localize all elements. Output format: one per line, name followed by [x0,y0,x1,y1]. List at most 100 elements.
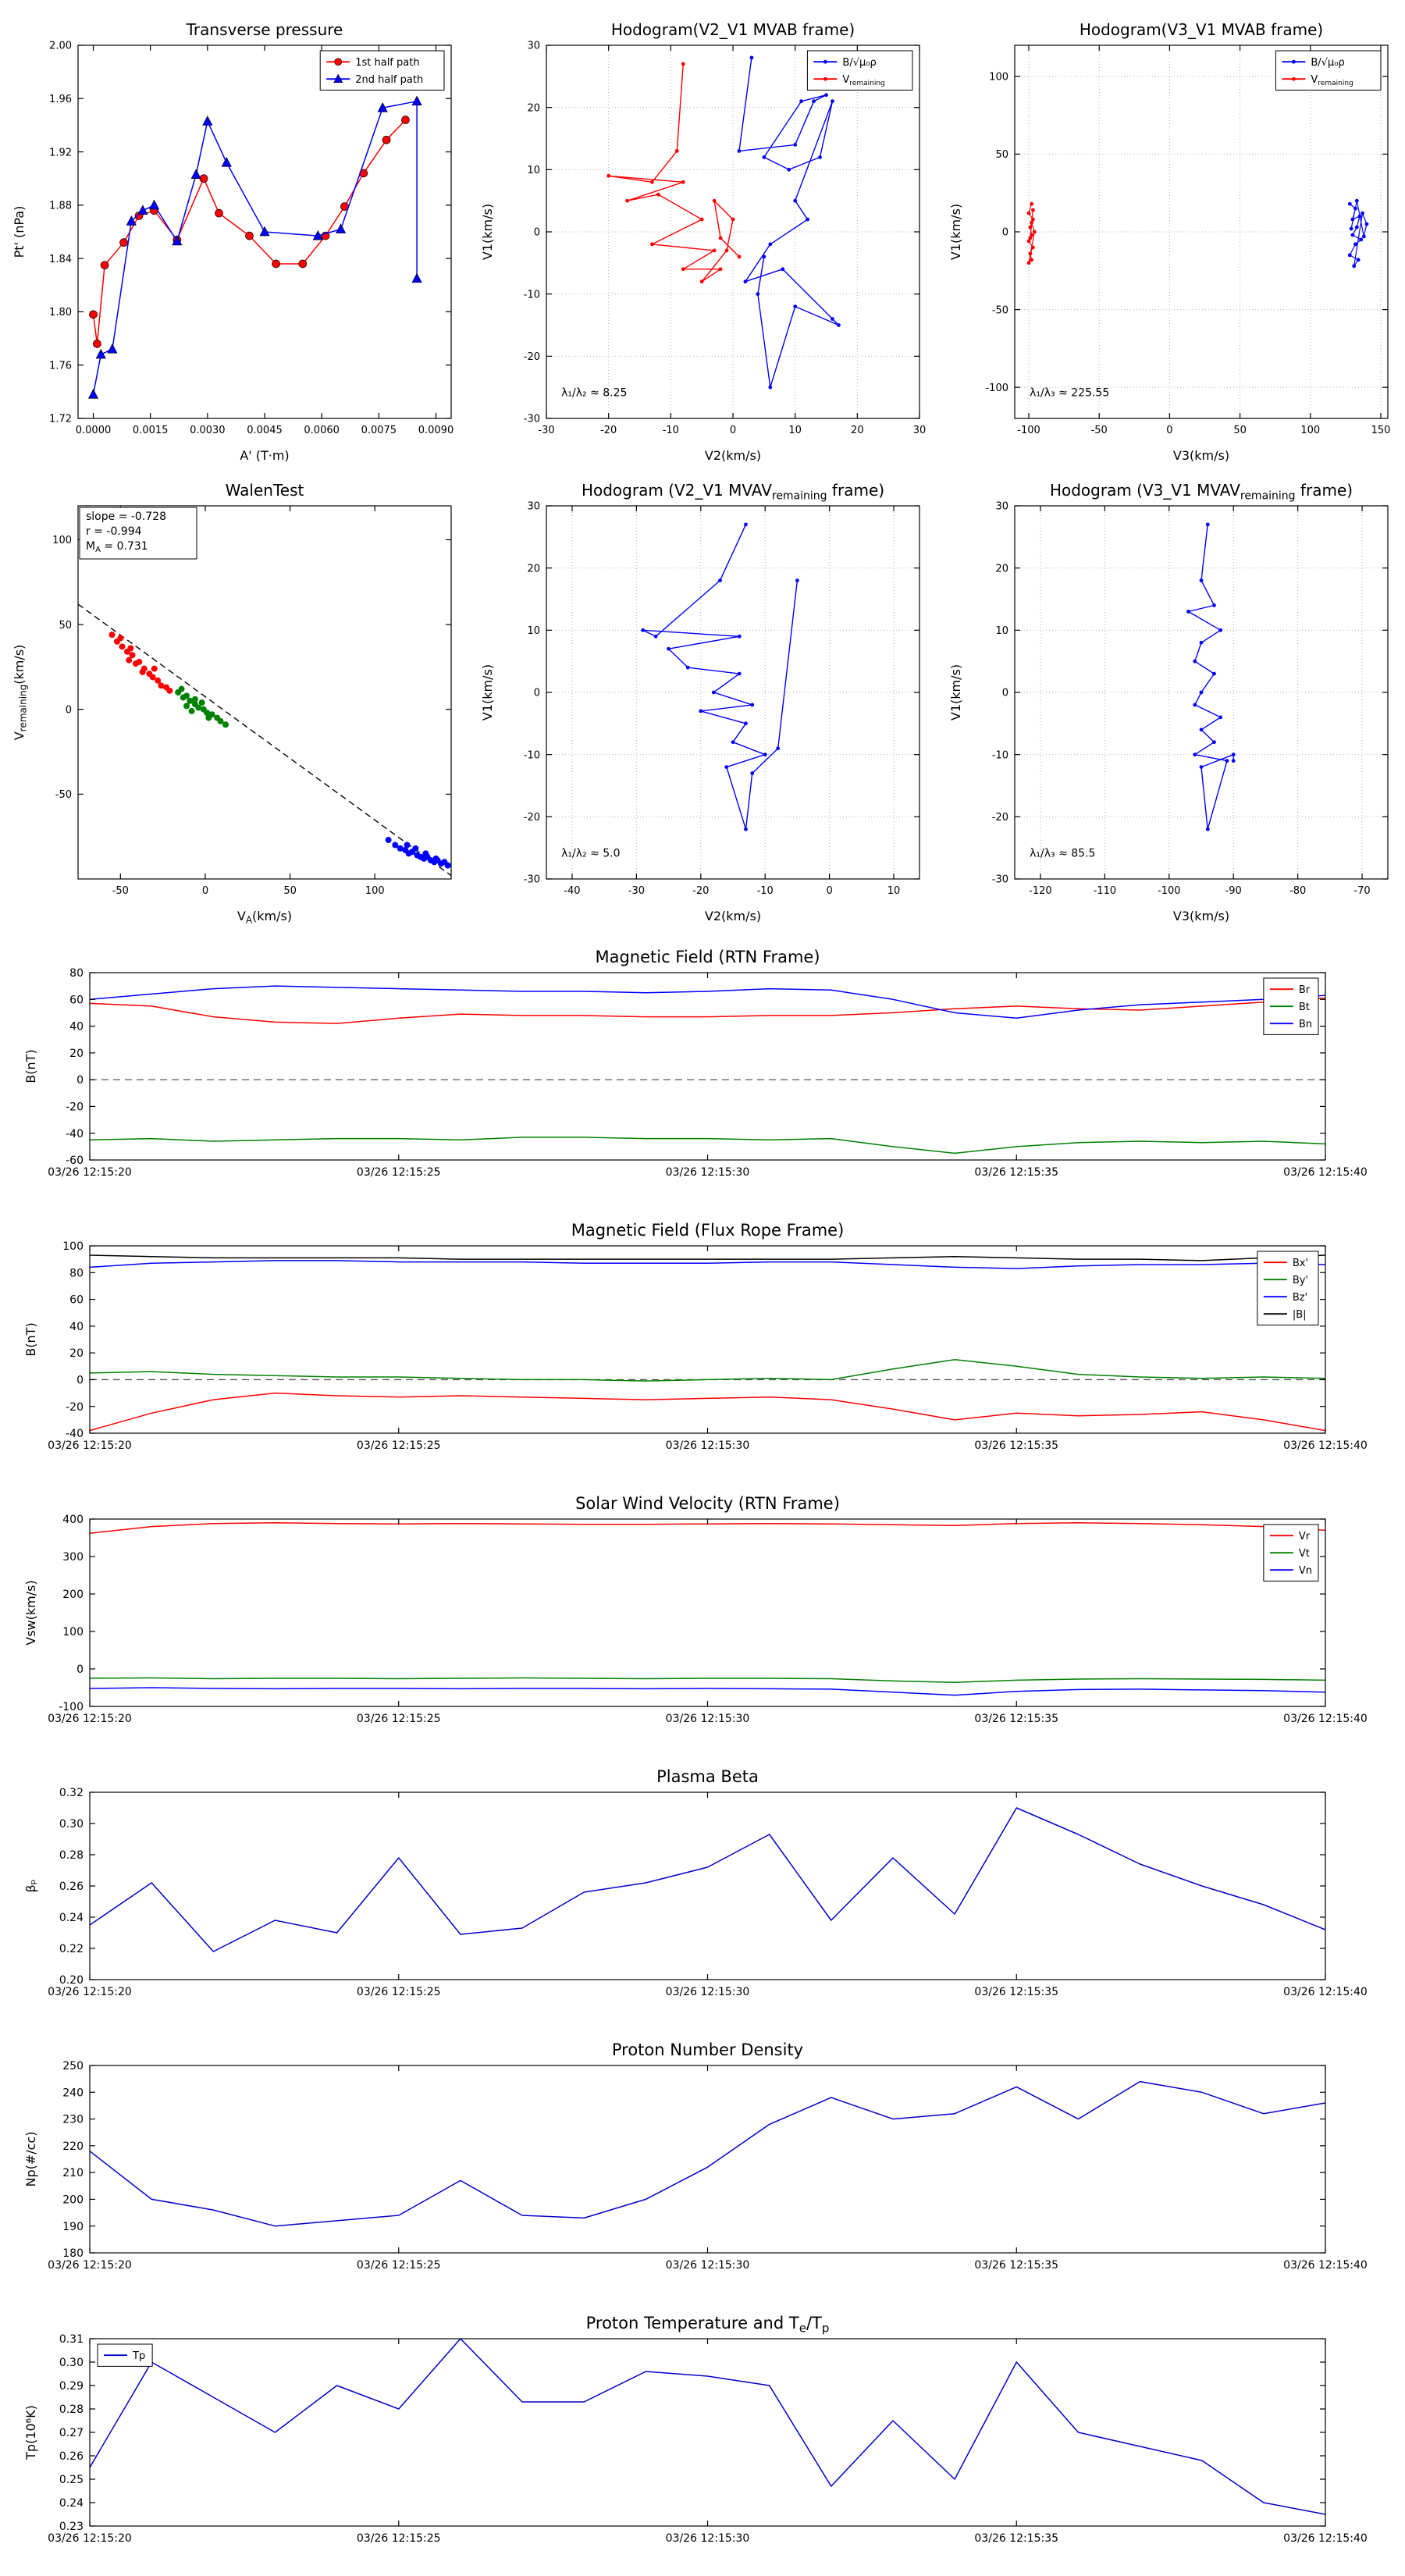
legend-label: Vt [1299,1548,1310,1560]
marker-dot [119,643,126,650]
y-tick-label: 200 [62,1589,84,1601]
series-first-half [108,632,173,694]
series-beta [90,1807,1325,1952]
series-line [90,1260,1325,1269]
y-tick-label: 100 [52,535,72,546]
marker-dot [1028,225,1033,229]
marker-dot [151,665,158,672]
chart-solar-wind-velocity: 03/26 12:15:20 03/26 12:15:25 03/26 12:15:… [23,1494,1368,1725]
marker-triangle [333,73,343,84]
series-Vt [90,1677,1325,1684]
legend-label: Vn [1299,1565,1312,1577]
legend-label: Vremaining [842,74,884,87]
series-layer [1026,198,1369,269]
y-tick-label: 20 [995,563,1008,575]
plot-background [90,2065,1325,2253]
marker-dot [1361,234,1366,239]
panel-transverse-pressure: 0.0000 0.0015 0.0030 0.0045 0.0060 0.0075 0.00… [0,14,468,475]
marker-dot [1364,222,1369,226]
y-tick-label: 0 [76,1074,84,1087]
x-tick-label: -110 [1094,885,1117,897]
series-layer [641,522,799,831]
x-tick-label: 03/26 12:15:20 [48,2532,132,2545]
y-tick-label: 0.31 [59,2333,84,2346]
series-layer [90,2080,1325,2227]
x-axis-label: V3(km/s) [1173,909,1229,923]
y-tick-label: -40 [66,1428,84,1440]
series-line [90,1687,1325,1696]
marker-dot [650,180,654,184]
marker-dot [1354,198,1359,203]
panel-proton-temperature: 03/26 12:15:20 03/26 12:15:25 03/26 12:15:… [0,2301,1405,2574]
marker-dot [806,217,809,222]
series-Vremaining [1026,201,1037,265]
legend-label: 2nd half path [355,74,423,86]
y-tick-label: 20 [69,1048,84,1060]
marker-triangle [259,226,270,237]
panel-hodogram-v2v1-mvab: -30 -20 -10 0 10 20 30 -30 -20 -10 0 10 20 30 Hodogram… [468,14,937,475]
chart-magnetic-field-rtn: 03/26 12:15:20 03/26 12:15:25 03/26 12:15:… [23,948,1368,1179]
y-tick-label: 0.24 [59,2497,84,2510]
marker-dot [724,765,729,769]
marker-dot [744,522,748,527]
y-tick-label: 200 [62,2194,84,2206]
series-Np [90,2080,1325,2227]
y-tick-label: -20 [524,351,540,363]
marker-circle [119,238,128,247]
panel-magnetic-field-flux-rope: 03/26 12:15:20 03/26 12:15:25 03/26 12:15:… [0,1208,1405,1482]
series-1st half path [89,116,410,348]
marker-dot [1292,76,1296,81]
legend-label: Tp [132,2350,145,2362]
chart-transverse-pressure: 0.0000 0.0015 0.0030 0.0045 0.0060 0.0075 0.00… [12,20,454,463]
panel-title: Proton Number Density [612,2041,803,2059]
marker-circle [382,135,391,144]
plot-background [78,506,451,879]
x-tick-label: -20 [600,425,617,436]
marker-dot [217,717,224,724]
marker-dot [724,248,729,253]
marker-dot [1193,659,1197,664]
x-tick-label: 10 [788,425,802,436]
x-tick-label: -100 [1017,425,1040,436]
chart-plasma-beta: 03/26 12:15:20 03/26 12:15:25 03/26 12:15:… [23,1767,1368,1998]
x-axis-label: A' (T·m) [240,448,289,463]
marker-dot [674,149,679,153]
marker-dot [756,292,760,297]
marker-dot [136,658,143,665]
marker-dot [667,646,670,651]
marker-dot [768,242,773,247]
y-tick-label: 0 [66,704,72,716]
x-tick-label: 03/26 12:15:30 [666,1713,750,1725]
y-tick-label: 0.25 [59,2474,84,2486]
marker-dot [392,841,399,849]
x-tick-label: 03/26 12:15:25 [357,1713,441,1725]
legend-box [319,50,445,91]
series-line [90,2339,1325,2515]
y-tick-label: 0.30 [59,2357,84,2369]
y-tick-label: 0.27 [59,2427,84,2439]
x-axis-label: V2(km/s) [705,448,761,463]
x-tick-label: 100 [1300,425,1320,436]
chart-hodogram-v3v1-mvav: -120 -110 -100 -90 -80 -70-30-20-100102030Hod… [948,481,1389,923]
marker-dot [129,652,136,659]
timeseries-stack: 03/26 12:15:20 03/26 12:15:25 03/26 12:15:… [0,935,1405,2574]
x-tick-label: 03/26 12:15:25 [357,1439,441,1452]
x-tick-label: -50 [112,885,129,897]
marker-dot [1225,759,1229,763]
marker-dot [108,632,116,639]
marker-dot [198,699,205,706]
x-tick-label: 0.0045 [247,425,283,436]
marker-dot [1032,229,1037,234]
y-tick-label: -20 [524,812,540,824]
y-tick-label: 190 [62,2221,84,2233]
y-tick-label: -100 [59,1701,84,1713]
y-axis-label: Vsw(km/s) [23,1580,38,1645]
fit-line [77,603,452,877]
marker-dot [1030,258,1034,262]
marker-dot [1361,211,1364,215]
y-tick-label: 300 [62,1551,84,1564]
marker-dot [1026,239,1031,244]
x-tick-label: 03/26 12:15:40 [1283,2532,1368,2545]
legend-label: B/√μ₀ρ [842,57,876,69]
